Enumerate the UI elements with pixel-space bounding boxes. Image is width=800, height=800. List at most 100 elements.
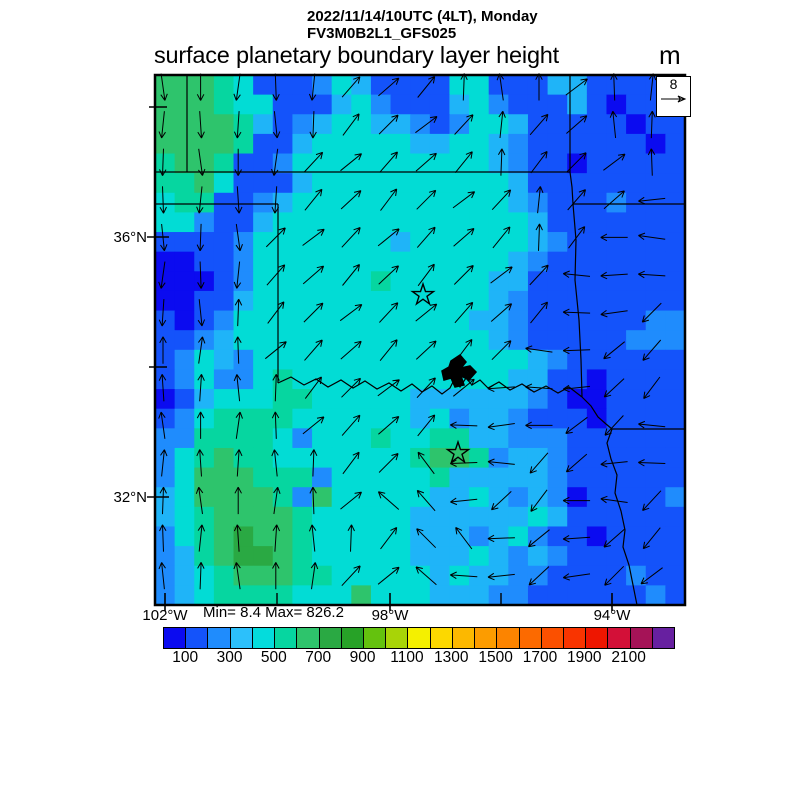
field-cell <box>233 290 254 312</box>
wind-arrow <box>308 524 317 552</box>
field-cell <box>253 290 274 312</box>
wind-arrow <box>491 340 512 361</box>
field-cell <box>351 369 372 390</box>
field-cell <box>272 310 293 331</box>
field-cell <box>370 94 392 115</box>
field-cell <box>351 506 372 527</box>
field-cell <box>331 526 352 547</box>
wind-arrow <box>347 524 355 552</box>
field-cell <box>665 428 686 449</box>
field-cell <box>312 467 333 488</box>
field-cell <box>194 447 215 469</box>
field-cell <box>449 330 470 351</box>
field-cell <box>626 349 647 370</box>
field-cell <box>174 133 195 155</box>
wind-arrow <box>235 223 243 252</box>
field-cell <box>488 114 509 135</box>
field-cell <box>233 526 254 547</box>
wind-arrow <box>455 338 473 362</box>
field-cell <box>233 428 254 449</box>
field-cell <box>331 585 352 606</box>
field-cell <box>390 447 411 469</box>
colorbar-tick-label: 1100 <box>390 649 424 666</box>
field-cell <box>527 212 549 233</box>
field-cell <box>292 192 313 213</box>
wind-arrow <box>450 421 478 429</box>
wind-arrow <box>302 416 325 435</box>
field-cell <box>272 232 293 253</box>
field-cell <box>508 133 529 155</box>
field-cell <box>292 173 313 194</box>
field-cell <box>410 94 431 115</box>
field-cell <box>351 271 372 292</box>
field-cell <box>626 290 647 312</box>
field-cell <box>272 173 293 194</box>
field-cell <box>449 153 470 174</box>
field-cell <box>429 389 450 410</box>
field-cell <box>213 153 235 174</box>
field-cell <box>272 408 293 429</box>
field-cell <box>429 546 450 567</box>
field-cell <box>272 389 293 410</box>
field-cell <box>488 467 509 488</box>
field-cell <box>272 428 293 449</box>
field-cell <box>449 428 470 449</box>
field-cell <box>194 133 215 155</box>
wind-arrow <box>378 416 400 435</box>
field-cell <box>253 173 274 194</box>
field-cell <box>645 192 666 213</box>
field-cell <box>331 349 352 370</box>
wind-arrow <box>417 414 436 437</box>
field-cell <box>508 251 529 272</box>
field-cell <box>429 408 450 429</box>
field-cell <box>586 585 607 606</box>
colorbar-segment <box>630 628 653 648</box>
field-cell <box>626 114 647 135</box>
field-cell <box>567 271 588 292</box>
field-cell <box>665 526 686 547</box>
field-cell <box>253 212 274 233</box>
field-cell <box>665 447 686 469</box>
field-cell <box>253 467 274 488</box>
lat-label-32n: 32°N <box>113 489 147 506</box>
field-cell <box>174 389 195 410</box>
wind-arrow <box>340 190 362 210</box>
field-cell <box>469 271 490 292</box>
wind-arrow <box>454 301 474 324</box>
wind-arrow <box>603 341 626 360</box>
field-cell <box>213 526 235 547</box>
wind-arrow <box>529 452 549 474</box>
field-cell <box>547 389 568 410</box>
field-cell <box>429 251 450 272</box>
field-cell <box>527 232 549 253</box>
wind-arrow <box>529 113 549 136</box>
field-cell <box>626 330 647 351</box>
field-cell <box>606 75 627 96</box>
field-cell <box>567 585 588 606</box>
field-cell <box>253 487 274 508</box>
field-cell <box>410 408 431 429</box>
field-cell <box>469 212 490 233</box>
field-cell <box>174 310 195 331</box>
wind-arrow <box>600 495 628 504</box>
field-cell <box>194 251 215 272</box>
field-cell <box>410 389 431 410</box>
field-cell <box>174 565 195 586</box>
field-cell <box>194 212 215 233</box>
field-cell <box>253 114 274 135</box>
field-cell <box>645 546 666 567</box>
field-cell <box>527 447 549 469</box>
field-cell <box>626 389 647 410</box>
field-cell <box>155 75 176 96</box>
wind-arrow <box>233 111 242 139</box>
field-cell <box>527 585 549 606</box>
field-cell <box>370 290 392 312</box>
wind-arrow <box>562 496 591 505</box>
wind-arrow <box>379 339 398 362</box>
wind-arrow <box>377 491 400 510</box>
field-cell <box>429 565 450 586</box>
field-cell <box>155 290 176 312</box>
field-cell <box>292 487 313 508</box>
wind-arrow <box>642 490 662 511</box>
field-cell <box>194 506 215 527</box>
